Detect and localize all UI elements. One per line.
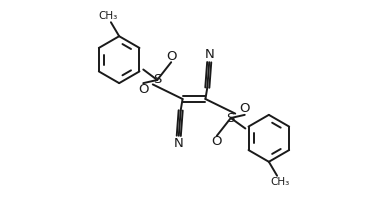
Text: O: O (239, 102, 250, 115)
Text: S: S (227, 111, 235, 125)
Text: N: N (204, 48, 214, 61)
Text: S: S (153, 73, 161, 87)
Text: N: N (174, 137, 184, 150)
Text: CH₃: CH₃ (271, 177, 290, 187)
Text: O: O (166, 50, 177, 63)
Text: O: O (211, 135, 222, 148)
Text: CH₃: CH₃ (98, 11, 117, 21)
Text: O: O (138, 83, 149, 96)
